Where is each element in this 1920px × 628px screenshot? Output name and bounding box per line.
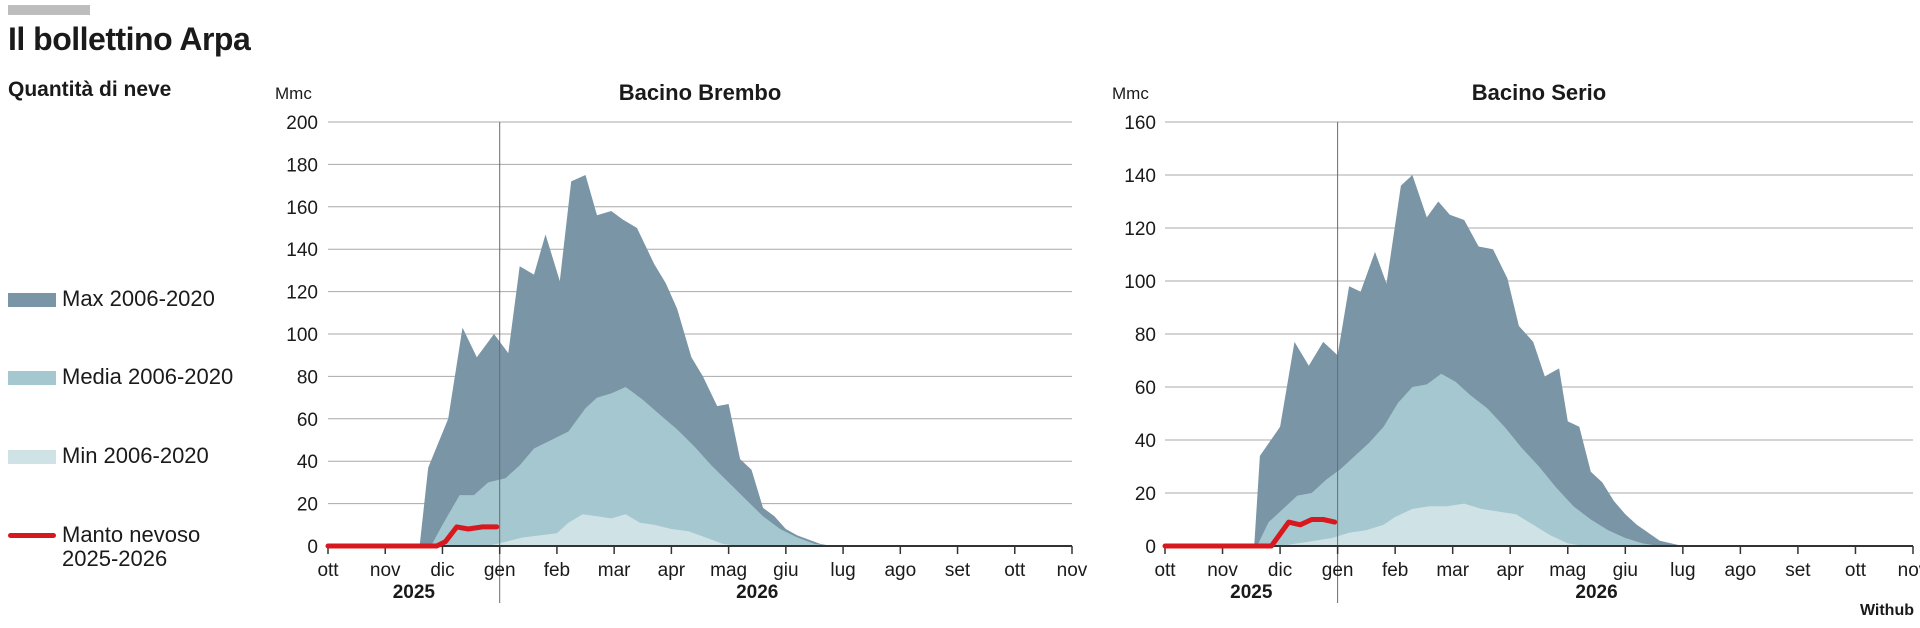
chart-title: Bacino Brembo — [619, 80, 782, 105]
y-tick-label: 40 — [297, 452, 318, 473]
x-tick-label: dic — [430, 560, 454, 581]
chart-serio: Bacino Serio Mmc 0 20 40 60 80 100 120 140 160 ott n… — [1112, 80, 1920, 603]
y-tick-label: 80 — [1135, 325, 1156, 346]
area-series-min — [328, 514, 1072, 546]
x-tick-label: nov — [1057, 560, 1088, 581]
line-series-manto-nevoso — [1162, 517, 1338, 549]
area-series-max — [1165, 175, 1913, 546]
y-tick-label: 140 — [286, 240, 318, 261]
x-tick-label: ott — [1845, 560, 1867, 581]
x-tick-label: nov — [1207, 560, 1238, 581]
y-tick-label: 0 — [307, 537, 318, 558]
x-tick-label: apr — [658, 560, 686, 581]
x-tick-label: lug — [830, 560, 855, 581]
legend-title: Quantità di neve — [8, 78, 172, 101]
legend-label-media: Media 2006-2020 — [62, 364, 234, 389]
y-tick-label: 100 — [1124, 272, 1156, 293]
x-tick-label: ott — [317, 560, 339, 581]
y-tick-label: 160 — [286, 198, 318, 219]
x-tick-label: dic — [1268, 560, 1292, 581]
x-tick-label: ago — [1725, 560, 1757, 581]
y-axis-label: Mmc — [1112, 84, 1149, 103]
y-tick-label: 80 — [297, 367, 318, 388]
year-label: 2026 — [1575, 582, 1617, 603]
y-tick-label: 60 — [1135, 378, 1156, 399]
x-tick-label: ott — [1004, 560, 1026, 581]
legend-label-current: Manto nevoso 2025-2026 — [62, 522, 201, 571]
y-tick-label: 140 — [1124, 166, 1156, 187]
legend-label-min: Min 2006-2020 — [62, 443, 209, 468]
x-tick-label: giu — [1613, 560, 1638, 581]
legend-swatch-media — [8, 371, 56, 385]
year-label: 2026 — [736, 582, 778, 603]
area-series-media — [328, 387, 1072, 546]
year-label: 2025 — [1230, 582, 1273, 603]
x-tick-label: nov — [370, 560, 401, 581]
y-tick-label: 180 — [286, 155, 318, 176]
line-series-manto-nevoso — [325, 524, 500, 549]
y-tick-label: 200 — [286, 113, 318, 134]
x-tick-label: mag — [1549, 560, 1586, 581]
x-tick-label: giu — [773, 560, 798, 581]
x-tick-label: mag — [710, 560, 747, 581]
y-tick-label: 20 — [297, 495, 318, 516]
x-tick-label: mar — [598, 560, 631, 581]
area-series-min — [1165, 503, 1913, 546]
chart-title: Bacino Serio — [1472, 80, 1606, 105]
area-series-media — [1165, 373, 1913, 546]
y-tick-label: 0 — [1145, 537, 1156, 558]
x-tick-label: lug — [1670, 560, 1695, 581]
x-tick-label: feb — [1382, 560, 1408, 581]
x-tick-label: ago — [884, 560, 916, 581]
legend-item-max: Max 2006-2020 — [8, 287, 215, 311]
page-title: Il bollettino Arpa — [8, 21, 251, 57]
legend-label-max: Max 2006-2020 — [62, 286, 215, 311]
legend-line-current — [8, 533, 56, 538]
x-tick-label: apr — [1496, 560, 1524, 581]
x-tick-label: gen — [1322, 560, 1354, 581]
x-tick-label: feb — [544, 560, 570, 581]
y-tick-label: 160 — [1124, 113, 1156, 134]
x-tick-label: nov — [1898, 560, 1920, 581]
legend-swatch-min — [8, 450, 56, 464]
y-tick-label: 120 — [286, 283, 318, 304]
area-series-max — [328, 175, 1072, 546]
legend-item-min: Min 2006-2020 — [8, 444, 209, 468]
x-tick-label: mar — [1436, 560, 1469, 581]
x-tick-label: set — [945, 560, 971, 581]
x-tick-label: ott — [1154, 560, 1176, 581]
chart-brembo: Bacino Brembo Mmc 0 20 40 60 80 100 120 140 160 180… — [275, 80, 1088, 603]
y-axis-label: Mmc — [275, 84, 312, 103]
legend-swatch-max — [8, 293, 56, 307]
year-label: 2025 — [393, 582, 436, 603]
legend: Max 2006-2020 Media 2006-2020 Min 2006-2… — [8, 0, 258, 628]
y-tick-label: 40 — [1135, 431, 1156, 452]
y-tick-label: 120 — [1124, 219, 1156, 240]
legend-item-current: Manto nevoso 2025-2026 — [8, 523, 200, 571]
source-credit: Withub — [1859, 602, 1914, 619]
top-accent-bar — [8, 5, 90, 15]
x-tick-label: set — [1785, 560, 1811, 581]
y-tick-label: 20 — [1135, 484, 1156, 505]
y-tick-label: 100 — [286, 325, 318, 346]
y-tick-label: 60 — [297, 410, 318, 431]
legend-item-media: Media 2006-2020 — [8, 365, 233, 389]
x-tick-label: gen — [484, 560, 516, 581]
